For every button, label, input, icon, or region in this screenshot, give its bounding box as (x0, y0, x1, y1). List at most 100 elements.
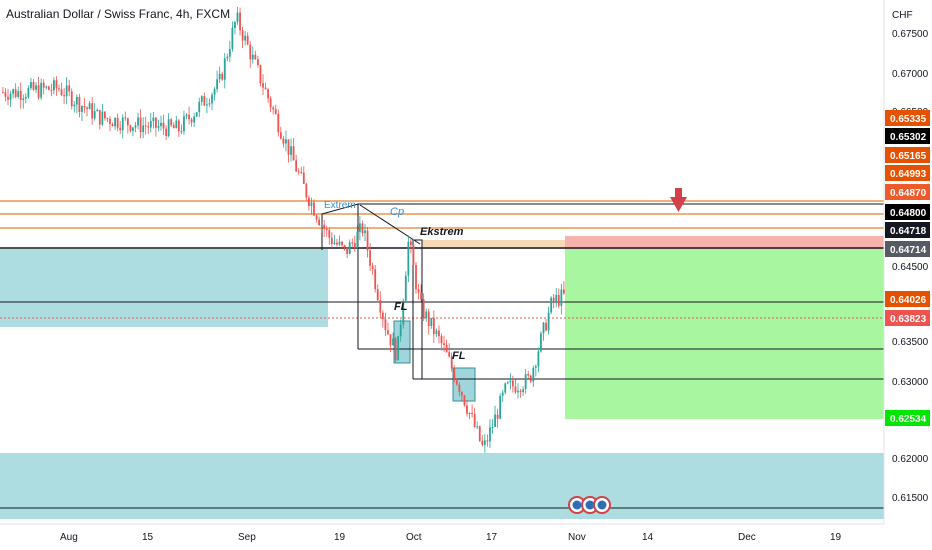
candle-body (137, 117, 139, 126)
candle-body (422, 299, 425, 319)
candle-body (86, 107, 88, 110)
candle-body (445, 344, 448, 353)
candle-body (455, 380, 458, 385)
candle-body (466, 405, 468, 414)
candle-body (35, 85, 37, 90)
candle-body (348, 242, 351, 255)
candle-body (177, 120, 180, 132)
price-tag-label: 0.64870 (890, 188, 927, 199)
candle-body (432, 317, 435, 335)
candle-body (325, 228, 328, 231)
candle-body (425, 311, 428, 319)
demand-zone-upper (0, 249, 328, 327)
candle-body (193, 116, 196, 123)
candle-body (40, 82, 43, 98)
candle-body (315, 215, 318, 220)
candle-body (170, 119, 173, 126)
anno-extrem: Extrem (324, 200, 356, 211)
price-tag (885, 310, 930, 326)
candle-body (257, 59, 259, 66)
candle-body (290, 146, 292, 155)
y-tick: 0.67500 (892, 29, 929, 40)
candle-body (555, 295, 558, 301)
candle-body (244, 35, 247, 41)
candle-body (371, 265, 374, 270)
candle-body (499, 395, 502, 419)
currency-label: CHF (892, 10, 913, 21)
candle-body (353, 242, 356, 248)
candle-body (78, 96, 81, 113)
candle-body (262, 83, 264, 88)
x-tick: Aug (60, 532, 78, 543)
candle-body (320, 224, 323, 226)
candle-body (251, 54, 254, 60)
price-tag (885, 291, 930, 307)
x-tick: Dec (738, 532, 756, 543)
candle-body (297, 171, 300, 173)
candle-body (453, 368, 456, 381)
candle-body (2, 92, 4, 94)
candle-body (116, 117, 119, 128)
x-tick: 19 (334, 532, 346, 543)
candle-body (264, 87, 267, 90)
candle-body (183, 116, 185, 132)
candle-body (537, 351, 540, 367)
x-tick: Nov (568, 532, 586, 543)
candle-body (346, 247, 349, 255)
candle-body (104, 111, 106, 119)
candle-body (404, 275, 407, 301)
price-tag-label: 0.64718 (890, 226, 927, 237)
price-tag (885, 222, 930, 238)
candle-body (369, 250, 371, 266)
candle-body (478, 426, 481, 441)
event-icons[interactable] (568, 496, 611, 514)
candle-body (560, 289, 563, 306)
candle-body (427, 311, 430, 327)
demand-zone-lower (0, 453, 884, 519)
candle-body (58, 88, 60, 90)
candle-body (254, 54, 257, 60)
candle-body (124, 117, 127, 119)
candle-body (22, 98, 25, 101)
candle-body (397, 336, 400, 361)
candle-body (529, 375, 532, 382)
candle-body (514, 386, 517, 393)
time-axis[interactable] (0, 524, 884, 550)
price-axis[interactable] (884, 0, 932, 550)
candle-body (98, 109, 101, 125)
candle-body (333, 242, 336, 244)
price-tag-label: 0.63823 (890, 314, 927, 325)
price-tag (885, 241, 930, 257)
candle-body (545, 322, 547, 331)
candle-body (547, 312, 550, 331)
candle-body (463, 395, 466, 406)
price-tag (885, 147, 930, 163)
candle-body (65, 85, 68, 97)
candle-body (458, 384, 461, 393)
diagonal-line (359, 204, 421, 245)
candle-body (440, 336, 443, 344)
candle-body (53, 80, 55, 91)
price-tags: 0.65335 0.65302 0.65165 0.64993 0.64870 0.648… (885, 110, 930, 426)
y-tick: 0.61500 (892, 493, 929, 504)
candle-body (101, 111, 104, 125)
candle-body (438, 330, 440, 337)
candle-body (121, 117, 124, 131)
y-tick: 0.67000 (892, 69, 929, 80)
candle-body (305, 183, 308, 198)
candle-body (310, 202, 313, 207)
candle-body (42, 82, 45, 88)
anno-cp: Cp (390, 206, 404, 218)
candle-body (435, 330, 438, 335)
candle-body (231, 27, 234, 50)
candle-body (557, 295, 560, 306)
stop-loss-zone (565, 236, 884, 249)
candle-body (359, 223, 361, 232)
candle-body (81, 105, 83, 113)
y-tick: 0.62000 (892, 454, 929, 465)
candle-body (167, 119, 170, 136)
price-tag (885, 165, 930, 181)
price-tag-label: 0.65302 (890, 132, 927, 143)
candle-body (540, 333, 542, 352)
